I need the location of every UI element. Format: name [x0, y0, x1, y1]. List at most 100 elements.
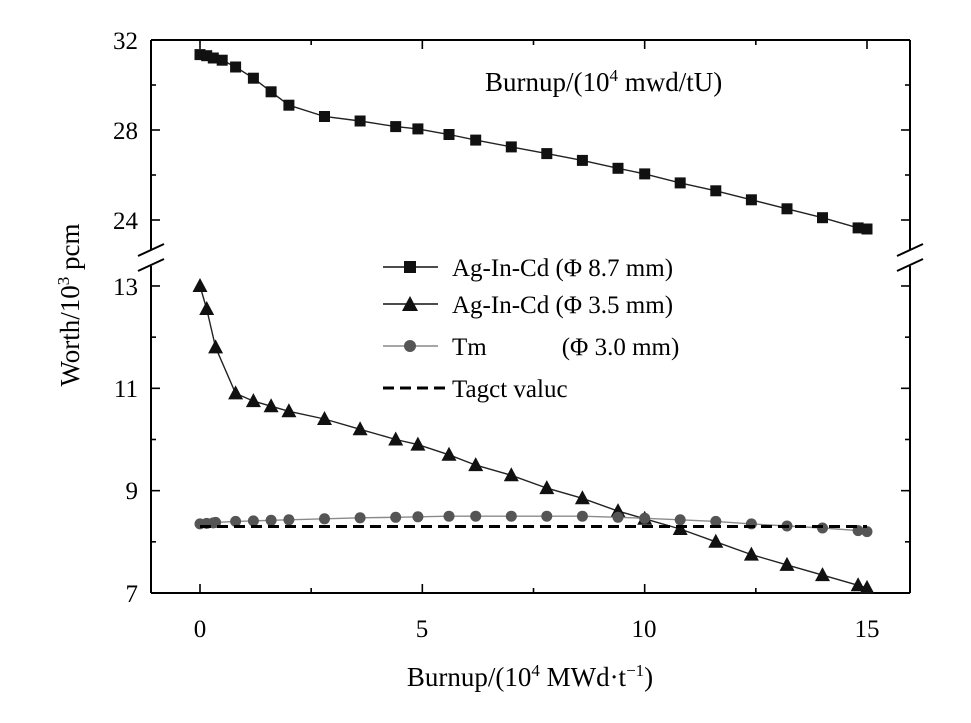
- y-tick-label-7: 7: [126, 581, 139, 608]
- data-point-s0-23: [817, 212, 828, 224]
- x-axis-title: Burnup/(104 MWd·t−1): [407, 661, 653, 692]
- data-point-s1-10: [410, 436, 426, 451]
- data-point-s0-14: [505, 141, 517, 153]
- data-point-s1-13: [503, 467, 519, 482]
- data-point-s0-13: [470, 134, 482, 146]
- data-point-s2-10: [390, 511, 402, 523]
- data-point-s0-3: [216, 54, 228, 66]
- data-point-s2-4: [230, 515, 242, 527]
- legend: Ag-In-Cd (Φ 8.7 mm) Ag-In-Cd (Φ 3.5 mm) …: [383, 255, 679, 403]
- data-point-s2-7: [283, 514, 295, 526]
- axis-break-mark-right-1: [896, 243, 924, 257]
- y-tick-label-32: 32: [113, 28, 138, 55]
- data-point-s1-4: [245, 393, 261, 408]
- data-point-s1-22: [815, 567, 830, 582]
- data-point-s1-11: [441, 446, 457, 461]
- x-tick-labels: 0 5 10 15: [194, 616, 880, 643]
- data-point-s0-4: [230, 61, 242, 73]
- data-point-s1-0: [192, 278, 208, 292]
- upper-panel-annotation: Burnup/(104 mwd/tU): [485, 66, 722, 97]
- x-tick-label-0: 0: [194, 616, 207, 643]
- data-point-s2-8: [319, 513, 330, 525]
- data-point-s1-12: [468, 457, 484, 472]
- data-point-s1-3: [228, 385, 244, 400]
- legend-label-tm: Tm (Φ 3.0 mm): [452, 334, 679, 361]
- data-point-s2-19: [674, 514, 686, 526]
- data-point-s2-25: [861, 526, 873, 538]
- data-point-s1-15: [574, 490, 590, 505]
- legend-marker-circle: [404, 340, 416, 352]
- data-point-s1-20: [743, 546, 759, 561]
- data-point-s0-7: [283, 99, 295, 111]
- data-point-s2-20: [710, 515, 722, 527]
- data-point-s0-0: [194, 49, 206, 61]
- data-point-s2-13: [470, 510, 482, 522]
- data-point-s2-9: [354, 512, 366, 524]
- y-tick-label-24: 24: [113, 208, 139, 235]
- series-line-1: [199, 285, 868, 589]
- data-point-s0-21: [745, 194, 757, 206]
- data-point-s2-17: [612, 511, 624, 523]
- data-point-s0-10: [390, 121, 402, 133]
- data-point-s2-12: [443, 510, 455, 522]
- y-axis-title: Worth/103 pcm: [54, 223, 85, 386]
- y-tick-label-13: 13: [113, 274, 138, 301]
- data-point-s1-5: [263, 398, 279, 413]
- data-point-s0-6: [265, 86, 277, 98]
- data-point-s1-9: [388, 431, 404, 446]
- legend-marker-triangle: [402, 296, 418, 311]
- y-tick-label-28: 28: [113, 118, 138, 145]
- data-point-s1-2: [208, 339, 224, 354]
- data-point-s1-24: [859, 579, 875, 594]
- data-point-s2-15: [541, 510, 553, 522]
- data-point-s0-20: [710, 185, 722, 197]
- data-point-s0-24: [852, 222, 864, 234]
- data-point-s0-25: [861, 223, 873, 235]
- axis-break-mark-right-2: [896, 258, 924, 272]
- series-layer: [192, 49, 875, 594]
- y-tick-label-11: 11: [114, 376, 138, 403]
- data-point-s0-12: [443, 129, 455, 140]
- data-point-s1-23: [850, 577, 866, 592]
- data-point-s0-9: [354, 115, 366, 127]
- axis-break-mark-left-1: [137, 243, 165, 257]
- data-point-s0-2: [207, 52, 219, 64]
- legend-label-ag-in-cd-3-5: Ag-In-Cd (Φ 3.5 mm): [452, 292, 673, 319]
- y-tick-label-9: 9: [126, 478, 139, 505]
- legend-label-ag-in-cd-8-7: Ag-In-Cd (Φ 8.7 mm): [452, 255, 673, 282]
- data-point-s0-22: [781, 203, 793, 215]
- axis-break-mark-left-2: [137, 258, 165, 272]
- data-point-s0-19: [674, 177, 686, 189]
- data-point-s0-8: [319, 111, 330, 122]
- plot-frame: [137, 39, 924, 594]
- data-point-s2-5: [247, 515, 259, 527]
- data-point-s1-21: [779, 556, 795, 571]
- data-point-s1-8: [352, 421, 368, 436]
- data-point-s0-16: [576, 154, 588, 166]
- y-tick-labels-lower: 7 9 11 13: [113, 274, 138, 608]
- data-point-s1-1: [199, 301, 215, 315]
- data-point-s0-15: [541, 148, 553, 160]
- y-tick-labels-upper: 24 28 32: [113, 28, 139, 235]
- data-point-s0-1: [201, 50, 213, 62]
- x-tick-label-15: 15: [855, 616, 880, 643]
- data-point-s2-16: [576, 510, 588, 522]
- legend-marker-square: [404, 261, 416, 273]
- data-point-s0-17: [612, 162, 624, 174]
- data-point-s0-18: [639, 168, 651, 180]
- series-line-2: [199, 515, 868, 533]
- data-point-s1-14: [539, 480, 555, 495]
- data-point-s2-18: [639, 512, 651, 524]
- data-point-s2-11: [412, 511, 424, 523]
- data-point-s1-6: [281, 403, 297, 418]
- data-point-s0-5: [247, 72, 259, 84]
- data-point-s1-19: [708, 533, 724, 548]
- legend-label-target: Tagct valuc: [452, 376, 568, 403]
- data-point-s2-6: [265, 514, 277, 526]
- data-point-s0-11: [412, 123, 424, 135]
- x-tick-label-10: 10: [632, 616, 657, 643]
- data-point-s2-14: [505, 510, 517, 522]
- x-tick-label-5: 5: [416, 616, 429, 643]
- data-point-s1-7: [317, 411, 332, 425]
